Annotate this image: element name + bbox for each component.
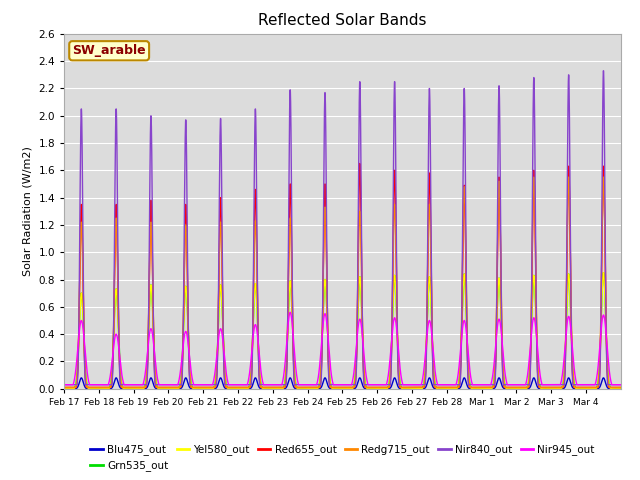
Nir945_out xyxy=(393,330,401,336)
Nir945_out xyxy=(364,378,371,384)
Nir840_out xyxy=(363,382,371,387)
Yel580_out xyxy=(523,385,531,391)
Redg715_out xyxy=(530,174,538,180)
Grn535_out xyxy=(175,384,183,390)
Nir945_out xyxy=(617,382,625,387)
Nir840_out xyxy=(523,382,531,387)
Red655_out xyxy=(617,384,625,390)
Redg715_out xyxy=(60,384,68,390)
Red655_out xyxy=(393,306,401,312)
Yel580_out xyxy=(393,320,401,325)
Y-axis label: Solar Radiation (W/m2): Solar Radiation (W/m2) xyxy=(23,146,33,276)
Nir945_out xyxy=(537,377,545,383)
Line: Redg715_out: Redg715_out xyxy=(64,177,621,387)
Nir945_out xyxy=(523,378,531,384)
Grn535_out xyxy=(537,385,545,391)
Title: Reflected Solar Bands: Reflected Solar Bands xyxy=(258,13,427,28)
Blu475_out xyxy=(617,386,625,392)
Red655_out xyxy=(523,384,531,390)
Yel580_out xyxy=(363,385,371,391)
Nir945_out xyxy=(175,375,183,381)
Legend: Blu475_out, Grn535_out, Yel580_out, Red655_out, Redg715_out, Nir840_out, Nir945_: Blu475_out, Grn535_out, Yel580_out, Red6… xyxy=(86,440,598,476)
Line: Red655_out: Red655_out xyxy=(64,164,621,387)
Yel580_out xyxy=(60,386,68,392)
Line: Grn535_out: Grn535_out xyxy=(64,273,621,389)
Line: Blu475_out: Blu475_out xyxy=(64,378,621,389)
Red655_out xyxy=(175,384,183,390)
Nir840_out xyxy=(617,382,625,387)
Nir840_out xyxy=(495,83,503,89)
Line: Nir945_out: Nir945_out xyxy=(64,312,621,384)
Grn535_out xyxy=(60,386,68,392)
Red655_out xyxy=(537,384,545,390)
Redg715_out xyxy=(175,384,183,390)
Grn535_out xyxy=(523,385,531,391)
Grn535_out xyxy=(600,270,607,276)
Redg715_out xyxy=(495,179,503,184)
Redg715_out xyxy=(363,384,371,390)
Blu475_out xyxy=(60,386,68,392)
Nir840_out xyxy=(537,382,545,387)
Redg715_out xyxy=(523,384,531,390)
Grn535_out xyxy=(393,317,401,323)
Yel580_out xyxy=(495,276,503,281)
Red655_out xyxy=(356,161,364,167)
Blu475_out xyxy=(537,386,545,392)
Line: Nir840_out: Nir840_out xyxy=(64,71,621,384)
Grn535_out xyxy=(363,385,371,391)
Blu475_out xyxy=(364,386,371,392)
Red655_out xyxy=(364,384,371,390)
Blu475_out xyxy=(176,386,184,392)
Red655_out xyxy=(60,384,68,390)
Blu475_out xyxy=(393,381,401,386)
Blu475_out xyxy=(495,375,503,381)
Text: SW_arable: SW_arable xyxy=(72,44,146,57)
Yel580_out xyxy=(617,386,625,392)
Nir840_out xyxy=(60,382,68,387)
Redg715_out xyxy=(617,384,625,390)
Yel580_out xyxy=(537,385,545,391)
Nir945_out xyxy=(60,382,68,387)
Nir840_out xyxy=(600,68,607,73)
Line: Yel580_out: Yel580_out xyxy=(64,273,621,389)
Nir840_out xyxy=(393,291,401,297)
Blu475_out xyxy=(77,375,85,381)
Redg715_out xyxy=(537,384,545,390)
Yel580_out xyxy=(600,270,607,276)
Grn535_out xyxy=(617,386,625,392)
Redg715_out xyxy=(393,300,401,306)
Blu475_out xyxy=(523,386,531,392)
Yel580_out xyxy=(175,384,183,390)
Nir840_out xyxy=(175,382,183,387)
Nir945_out xyxy=(286,310,294,315)
Nir945_out xyxy=(495,316,503,322)
Grn535_out xyxy=(495,276,503,281)
Red655_out xyxy=(495,175,503,181)
